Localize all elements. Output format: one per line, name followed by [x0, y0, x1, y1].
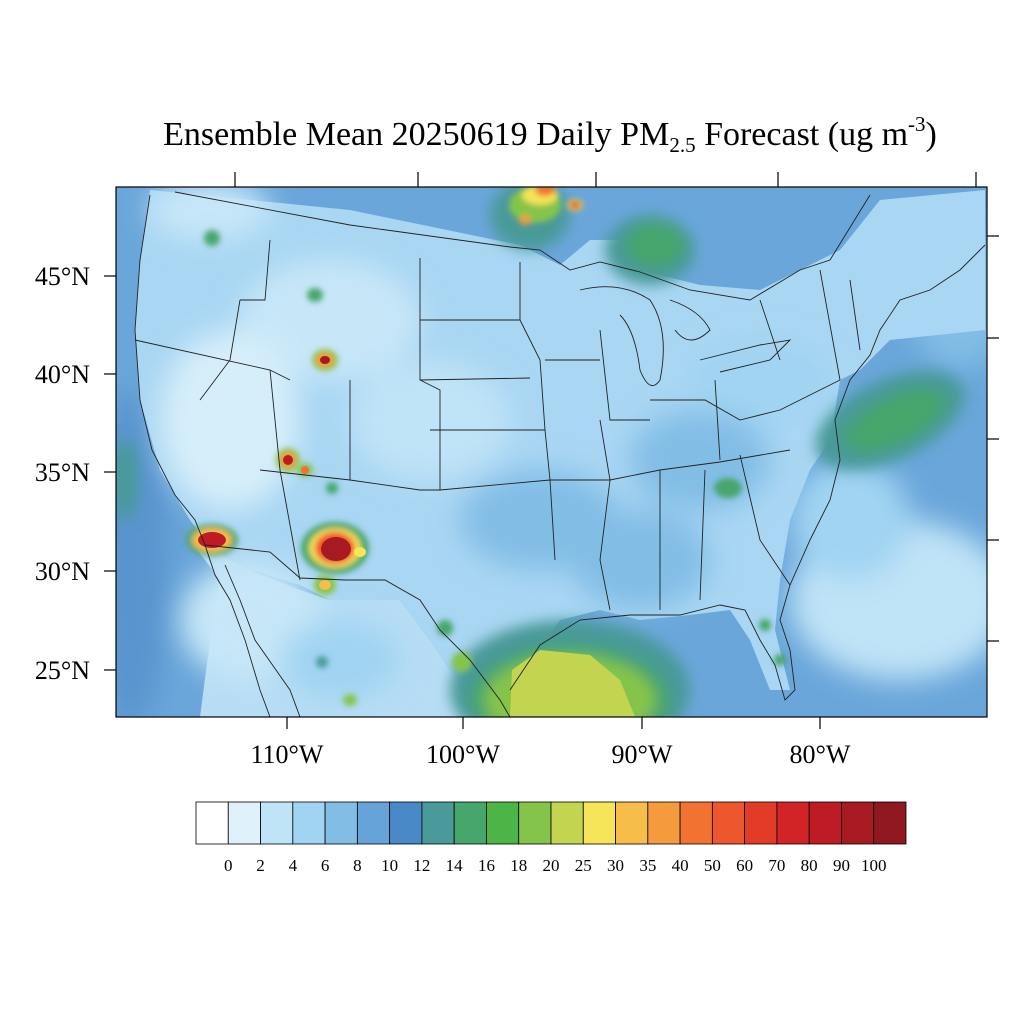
colorbar-tick-label: 20: [542, 856, 560, 875]
lon-label-110w: 110°W: [250, 740, 324, 769]
colorbar-swatch: [776, 801, 810, 845]
political-boundaries: [134, 191, 986, 717]
colorbar-swatch: [582, 801, 616, 845]
colorbar-tick-label: 16: [477, 856, 495, 875]
title-suffix: ): [925, 116, 937, 153]
lon-label-90w: 90°W: [611, 740, 673, 769]
colorbar-swatch: [679, 801, 713, 845]
colorbar-tick-label: 100: [860, 856, 887, 875]
title-prefix: Ensemble Mean 20250619 Daily PM: [163, 116, 670, 153]
colorbar-tick-label: 70: [768, 856, 786, 875]
lat-label-35n: 35°N: [34, 458, 90, 487]
colorbar-swatch: [486, 801, 520, 845]
colorbar-tick-label: 25: [574, 856, 592, 875]
colorbar-swatch: [453, 801, 487, 845]
colorbar-tick-label: 60: [736, 856, 754, 875]
colorbar-swatch: [518, 801, 552, 845]
colorbar-tick-label: 50: [703, 856, 721, 875]
colorbar-swatch: [324, 801, 358, 845]
colorbar-swatch: [873, 801, 907, 845]
colorbar-swatch: [841, 801, 875, 845]
pm25-field: [116, 187, 987, 717]
colorbar-swatch: [260, 801, 294, 845]
lat-label-40n: 40°N: [34, 360, 90, 389]
colorbar-swatch: [744, 801, 778, 845]
lon-label-100w: 100°W: [426, 740, 500, 769]
fire-hotspots: [186, 349, 369, 595]
colorbar-swatch: [195, 801, 229, 845]
colorbar-tick-label: 0: [224, 856, 233, 875]
colorbar-swatch: [550, 801, 584, 845]
colorbar-tick-label: 4: [288, 856, 298, 875]
title-superscript: -3: [908, 112, 926, 136]
colorbar-swatch: [356, 801, 391, 845]
colorbar-tick-label: 6: [320, 856, 330, 875]
colorbar-tick-label: 2: [256, 856, 265, 875]
colorbar: [195, 801, 907, 845]
colorbar-tick-label: 10: [381, 856, 399, 875]
colorbar-tick-label: 90: [832, 856, 850, 875]
colorbar-tick-label: 30: [607, 856, 625, 875]
map-title: Ensemble Mean 20250619 Daily PM2.5 Forec…: [0, 112, 1024, 158]
colorbar-swatch: [711, 801, 746, 845]
colorbar-swatch: [227, 801, 261, 845]
colorbar-swatch: [421, 801, 455, 845]
lat-label-25n: 25°N: [34, 656, 90, 685]
gulf-high-zone: [510, 650, 635, 717]
colorbar-tick-label: 8: [353, 856, 362, 875]
colorbar-swatch: [615, 801, 649, 845]
title-subscript: 2.5: [669, 133, 696, 157]
lat-label-30n: 30°N: [34, 557, 90, 586]
title-middle: Forecast (ug m: [695, 116, 909, 153]
colorbar-swatch: [389, 801, 423, 845]
map-frame: [115, 186, 988, 718]
lat-label-45n: 45°N: [34, 262, 90, 291]
axis-ticks: [104, 172, 999, 729]
colorbar-tick-label: 12: [413, 856, 431, 875]
colorbar-swatch: [647, 801, 681, 845]
colorbar-tick-label: 40: [671, 856, 689, 875]
colorbar-swatch: [808, 801, 842, 845]
colorbar-tick-label: 14: [445, 856, 463, 875]
colorbar-swatch: [292, 801, 326, 845]
colorbar-tick-label: 18: [510, 856, 528, 875]
lon-label-80w: 80°W: [789, 740, 851, 769]
colorbar-tick-label: 80: [800, 856, 818, 875]
colorbar-tick-label: 35: [639, 856, 657, 875]
